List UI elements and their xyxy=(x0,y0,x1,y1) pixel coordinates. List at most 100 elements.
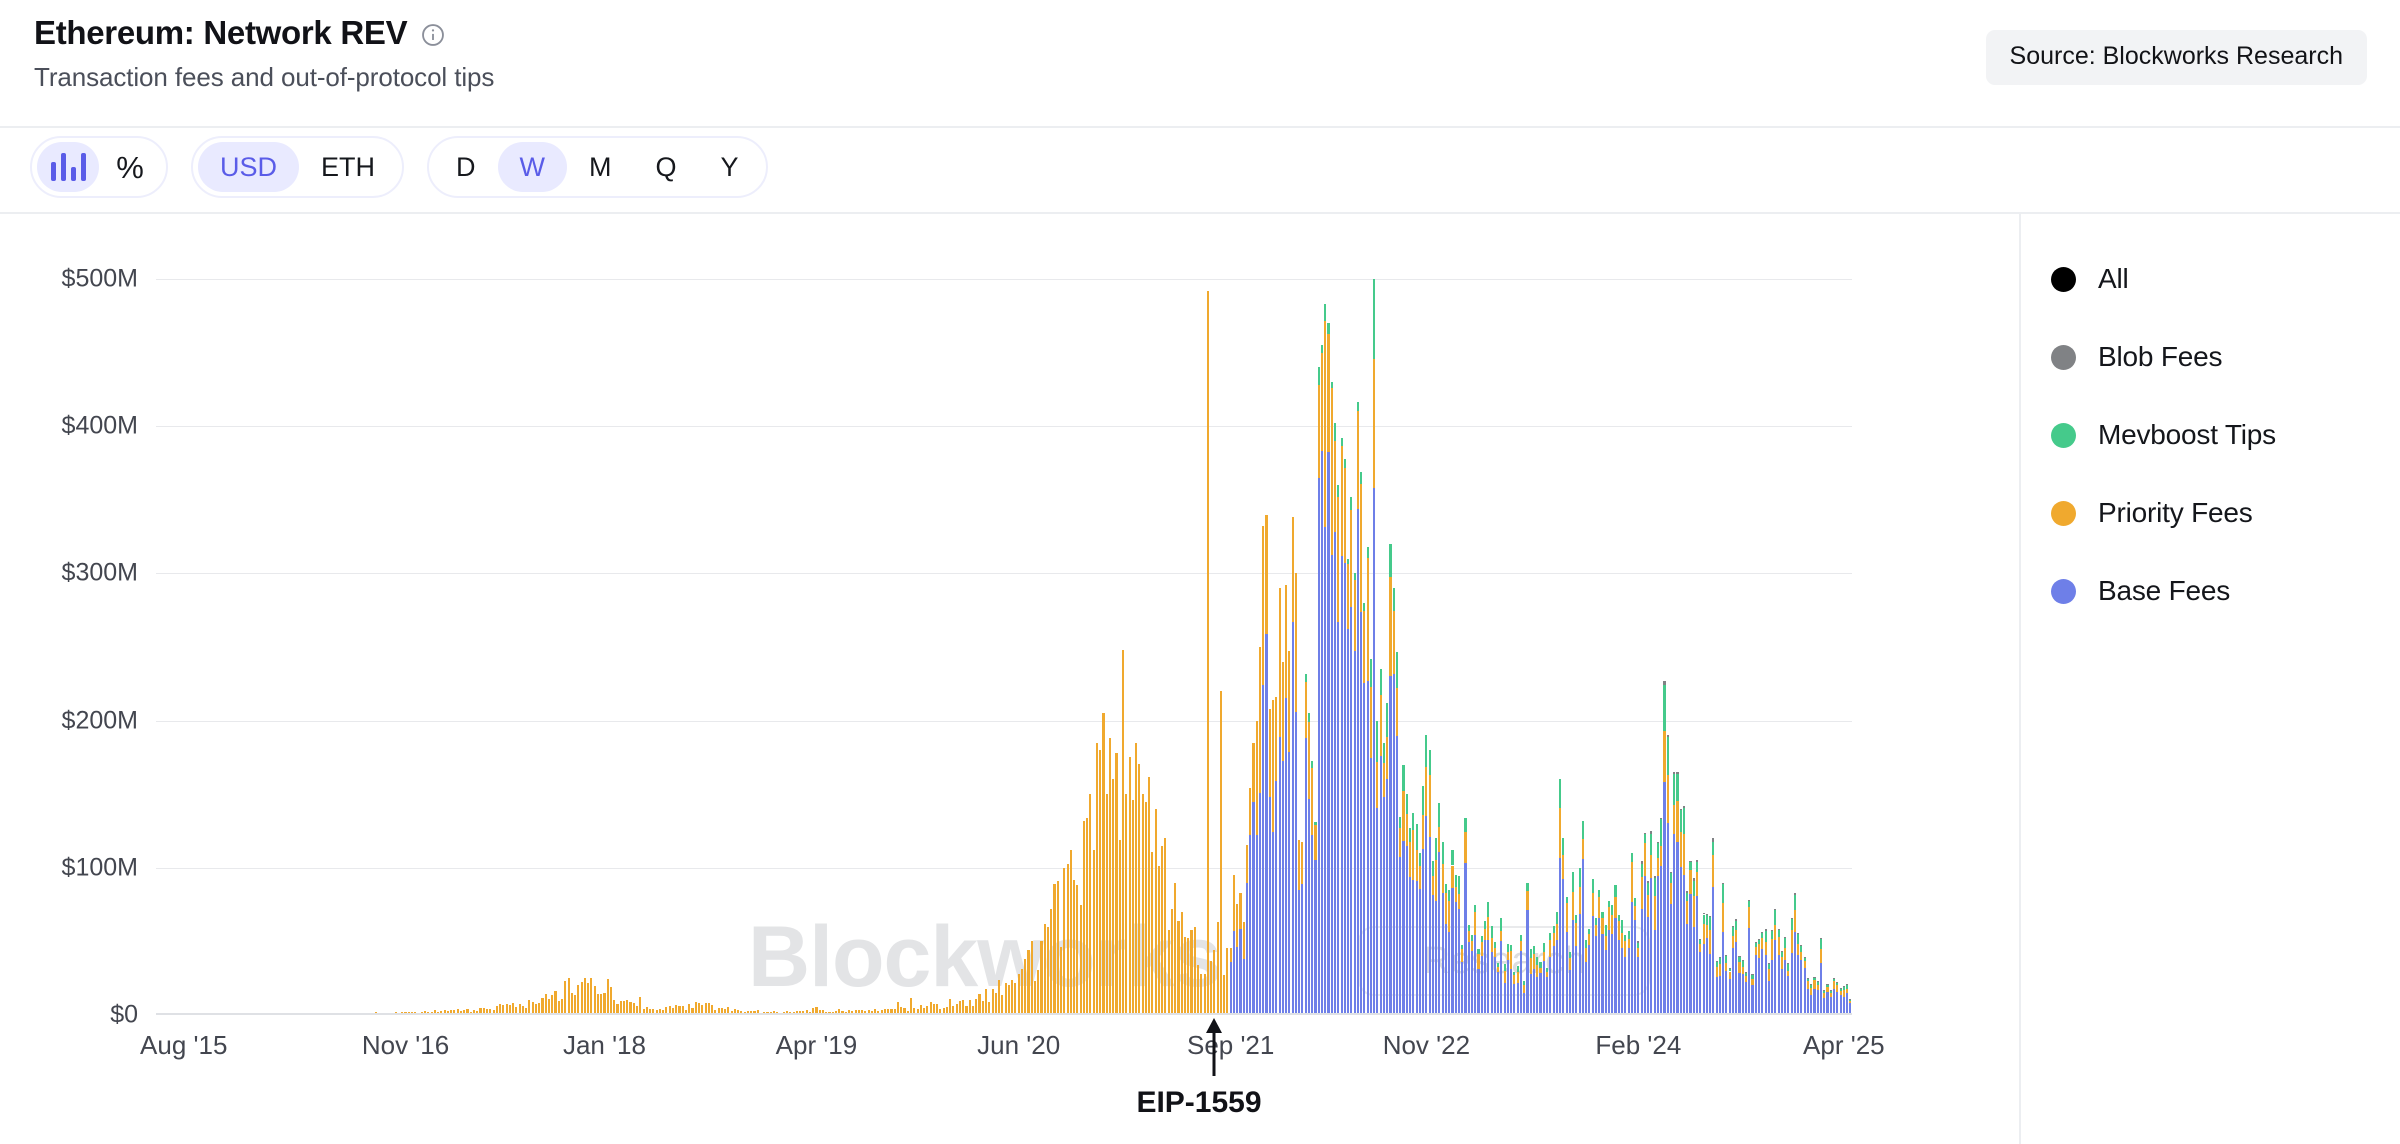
bar[interactable] xyxy=(1813,977,1816,1015)
bar[interactable] xyxy=(1565,896,1568,1015)
bar[interactable] xyxy=(1056,880,1059,1015)
bar[interactable] xyxy=(1457,876,1461,1015)
bar[interactable] xyxy=(711,1004,714,1015)
bar[interactable] xyxy=(456,1009,459,1015)
bar[interactable] xyxy=(1272,700,1275,1015)
bar[interactable] xyxy=(1699,938,1702,1015)
bar[interactable] xyxy=(1784,937,1787,1015)
bar[interactable] xyxy=(707,1002,710,1015)
bar[interactable] xyxy=(675,1005,678,1015)
bar[interactable] xyxy=(1392,588,1395,1015)
bar[interactable] xyxy=(626,999,629,1015)
legend-item-mevboost-tips[interactable]: Mevboost Tips xyxy=(2051,396,2400,474)
bar[interactable] xyxy=(857,1010,860,1015)
bar[interactable] xyxy=(1598,889,1601,1015)
bar[interactable] xyxy=(1510,944,1513,1015)
bar[interactable] xyxy=(1787,962,1790,1015)
bar[interactable] xyxy=(704,1003,707,1015)
bar[interactable] xyxy=(1415,823,1418,1015)
bar[interactable] xyxy=(662,1010,665,1015)
bar[interactable] xyxy=(1523,980,1526,1015)
bar[interactable] xyxy=(567,977,570,1015)
bar[interactable] xyxy=(1327,323,1330,1015)
bar[interactable] xyxy=(1223,974,1226,1015)
bar[interactable] xyxy=(1304,673,1307,1015)
bar[interactable] xyxy=(1826,984,1829,1015)
bar[interactable] xyxy=(1454,875,1457,1015)
bar[interactable] xyxy=(971,1005,975,1015)
bar[interactable] xyxy=(1477,948,1480,1015)
bar[interactable] xyxy=(1024,959,1027,1015)
bar[interactable] xyxy=(900,1007,903,1015)
bar[interactable] xyxy=(1425,734,1428,1015)
bar[interactable] xyxy=(1767,963,1770,1015)
bar[interactable] xyxy=(446,1010,449,1015)
bar[interactable] xyxy=(619,1001,622,1015)
bar[interactable] xyxy=(1369,658,1372,1015)
bar[interactable] xyxy=(1317,367,1320,1015)
bar[interactable] xyxy=(1575,915,1578,1015)
bar[interactable] xyxy=(1291,517,1294,1015)
bar[interactable] xyxy=(1728,967,1731,1015)
bar[interactable] xyxy=(1435,837,1438,1015)
bar[interactable] xyxy=(1219,691,1222,1015)
bar[interactable] xyxy=(1806,978,1810,1015)
bar[interactable] xyxy=(965,1006,968,1015)
bar[interactable] xyxy=(1037,970,1040,1015)
bar[interactable] xyxy=(1529,948,1532,1015)
bar[interactable] xyxy=(1487,902,1490,1015)
bar[interactable] xyxy=(1183,936,1187,1015)
bar[interactable] xyxy=(1125,794,1128,1015)
bar[interactable] xyxy=(981,1000,984,1015)
bar[interactable] xyxy=(1718,957,1721,1015)
bar[interactable] xyxy=(1053,884,1056,1015)
bar[interactable] xyxy=(1167,929,1170,1015)
bar[interactable] xyxy=(1474,904,1477,1015)
bar[interactable] xyxy=(1712,838,1715,1015)
bar[interactable] xyxy=(1562,838,1565,1015)
bar[interactable] xyxy=(893,1009,896,1015)
bar[interactable] xyxy=(583,978,586,1015)
bar[interactable] xyxy=(466,1008,469,1015)
bar[interactable] xyxy=(1255,720,1258,1015)
bar[interactable] xyxy=(1660,817,1663,1015)
bar-series-container[interactable] xyxy=(156,279,1852,1015)
bar[interactable] xyxy=(1634,898,1637,1015)
bar[interactable] xyxy=(1239,893,1242,1015)
bar[interactable] xyxy=(1278,588,1281,1015)
bar[interactable] xyxy=(1647,881,1650,1015)
bar[interactable] xyxy=(482,1007,485,1015)
bar[interactable] xyxy=(1102,713,1105,1015)
bar[interactable] xyxy=(1666,735,1669,1015)
bar[interactable] xyxy=(1050,909,1053,1015)
bar[interactable] xyxy=(724,1009,727,1015)
bar[interactable] xyxy=(916,1008,919,1015)
bar[interactable] xyxy=(1438,803,1441,1015)
bar[interactable] xyxy=(1343,458,1346,1015)
bar[interactable] xyxy=(1748,899,1751,1015)
bar[interactable] xyxy=(1079,904,1082,1015)
bar[interactable] xyxy=(547,999,551,1015)
bar[interactable] xyxy=(737,1009,740,1015)
bar[interactable] xyxy=(505,1003,508,1015)
bar[interactable] xyxy=(1588,928,1591,1015)
bar[interactable] xyxy=(1177,921,1180,1015)
bar[interactable] xyxy=(727,1006,730,1015)
bar[interactable] xyxy=(1552,925,1555,1015)
bar[interactable] xyxy=(1676,772,1679,1015)
bar[interactable] xyxy=(1340,437,1343,1015)
bar[interactable] xyxy=(805,1010,808,1015)
bar[interactable] xyxy=(1578,867,1581,1015)
bar[interactable] xyxy=(1011,979,1014,1015)
bar[interactable] xyxy=(1376,720,1379,1015)
bar[interactable] xyxy=(1187,937,1190,1015)
bar[interactable] xyxy=(834,1010,838,1015)
bar[interactable] xyxy=(671,1008,674,1015)
bar[interactable] xyxy=(1581,820,1584,1015)
bar[interactable] xyxy=(880,1009,883,1015)
bar[interactable] xyxy=(538,1003,541,1015)
bar[interactable] xyxy=(1412,812,1415,1015)
bar[interactable] xyxy=(1761,932,1764,1015)
bar[interactable] xyxy=(701,1005,704,1015)
bar[interactable] xyxy=(1611,905,1614,1015)
